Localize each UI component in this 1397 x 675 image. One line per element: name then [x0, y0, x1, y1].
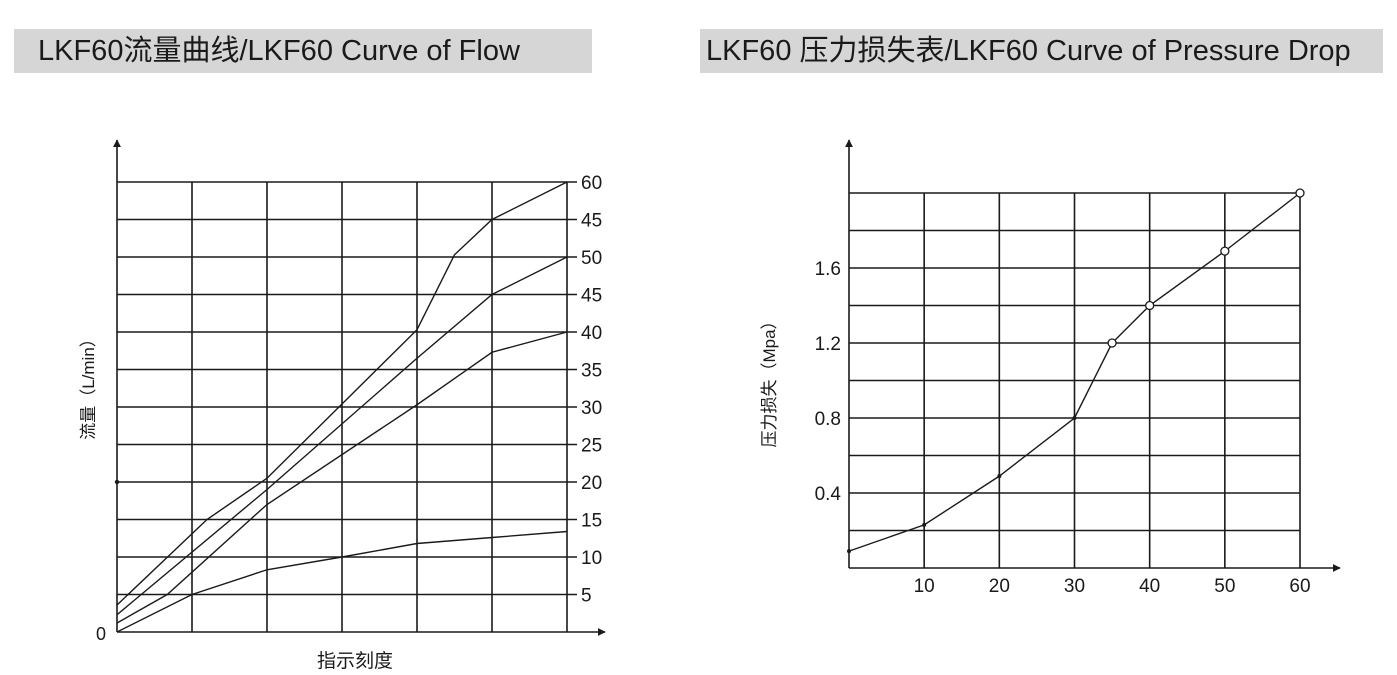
y-tick-label: 40 [581, 323, 602, 344]
y-tick-label: 1.2 [815, 334, 841, 355]
x-tick-label: 10 [914, 576, 935, 597]
y-tick-label: 0.8 [815, 409, 841, 430]
y-tick-label: 35 [581, 361, 602, 382]
data-point [1145, 300, 1155, 311]
data-point [922, 522, 927, 527]
x-tick-label: 50 [1214, 576, 1235, 597]
flow-x-axis-label: 指示刻度 [317, 650, 393, 672]
y-tick-label: 0.4 [815, 484, 842, 505]
flow-origin-label: 0 [96, 624, 106, 644]
series-line [848, 192, 1301, 552]
y-tick-label: 30 [581, 398, 602, 419]
y-tick-label: 60 [581, 173, 602, 194]
pressure-chart-title: LKF60 压力损失表/LKF60 Curve of Pressure Drop [700, 29, 1383, 73]
axis-marker [114, 479, 120, 485]
y-tick-label: 1.6 [815, 259, 841, 280]
data-point [847, 549, 851, 554]
data-point [1295, 188, 1305, 198]
y-tick-label: 45 [581, 286, 602, 307]
flow-chart: 5 10 15 20 25 30 35 40 45 50 45 60 [113, 139, 606, 636]
data-point [1107, 338, 1117, 348]
x-tick-label: 40 [1139, 576, 1160, 597]
y-tick-label: 5 [581, 586, 592, 607]
x-tick-label: 60 [1289, 576, 1310, 597]
series-line-2 [116, 256, 568, 616]
x-tick-label: 20 [989, 576, 1010, 597]
series-line-4 [116, 530, 568, 633]
pressure-chart: 10 20 30 40 50 60 0.4 0.8 1.2 1.6 [815, 139, 1341, 597]
y-tick-label: 50 [581, 248, 602, 269]
flow-y-axis-label: 流量（L/min） [79, 330, 98, 440]
pressure-y-axis-label: 压力损失（Mpa） [760, 312, 779, 447]
y-tick-label: 15 [581, 511, 602, 532]
y-tick-label: 10 [581, 548, 602, 569]
series-line-1 [116, 181, 568, 606]
y-tick-label: 20 [581, 473, 602, 494]
data-point [997, 474, 1002, 479]
data-point [1220, 246, 1230, 256]
y-tick-label: 25 [581, 436, 602, 457]
x-tick-label: 30 [1064, 576, 1085, 597]
flow-chart-title: LKF60流量曲线/LKF60 Curve of Flow [14, 29, 592, 73]
series-line-3 [116, 331, 568, 624]
data-point [1072, 416, 1077, 420]
y-tick-label: 45 [581, 211, 602, 232]
